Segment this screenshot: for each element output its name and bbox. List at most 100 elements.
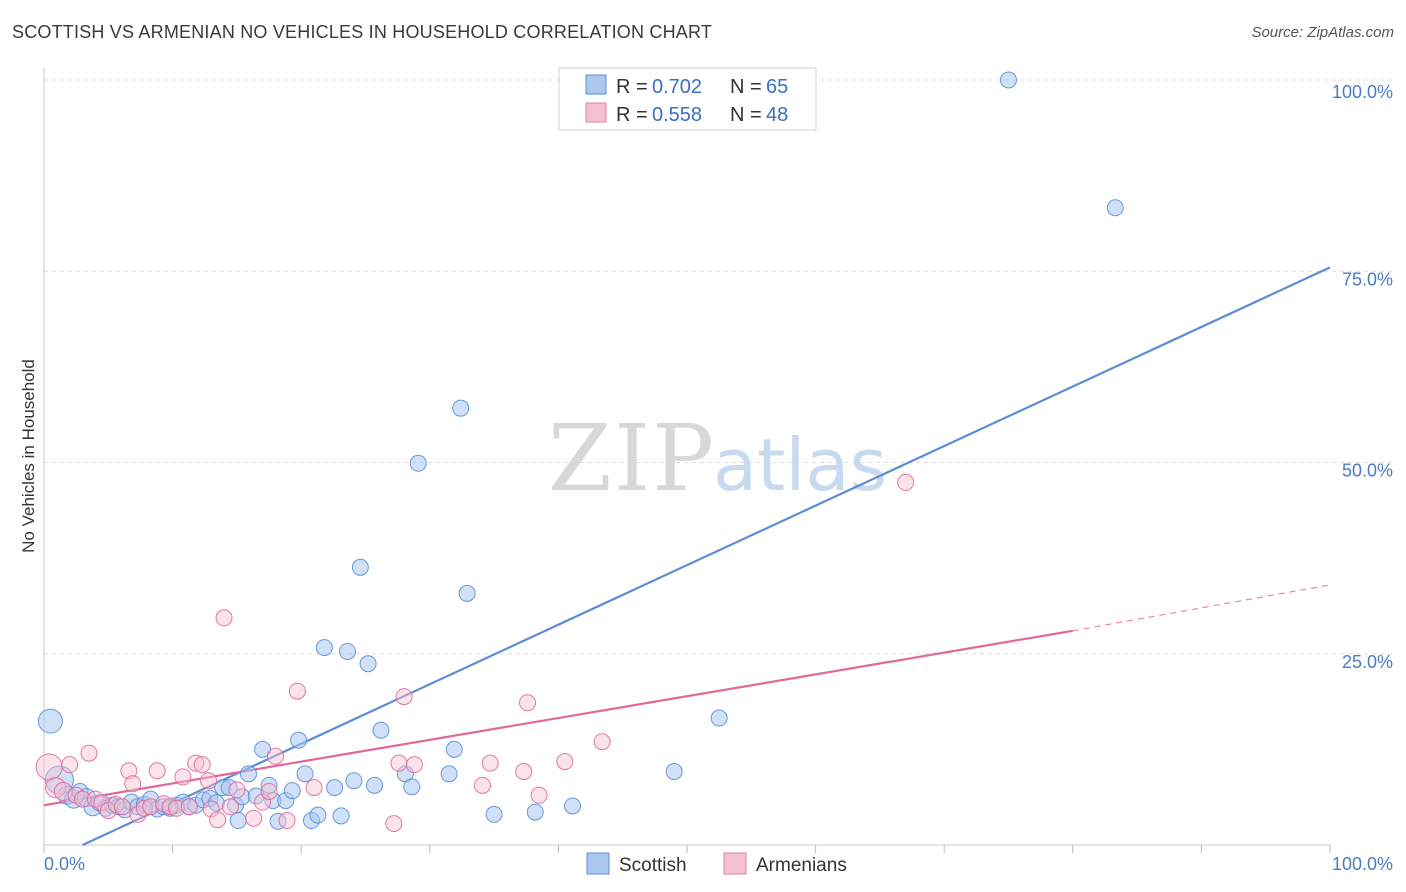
bottom-legend-swatch-armenians: [723, 852, 747, 875]
trend-line-scottish: [82, 266, 1331, 846]
point-scottish: [445, 740, 463, 758]
point-scottish: [296, 765, 314, 783]
point-armenians: [481, 754, 499, 772]
point-armenians: [215, 609, 233, 627]
point-armenians: [61, 756, 79, 774]
point-armenians: [593, 733, 611, 751]
point-armenians: [148, 762, 166, 780]
point-armenians: [254, 793, 272, 811]
point-scottish: [351, 558, 369, 576]
point-armenians: [209, 811, 227, 829]
point-scottish: [440, 765, 458, 783]
point-scottish: [665, 763, 683, 781]
point-scottish: [372, 721, 390, 739]
x-tick-label-max: 100.0%: [1332, 854, 1393, 874]
point-armenians: [113, 798, 131, 816]
point-armenians: [174, 768, 192, 786]
point-scottish: [366, 776, 384, 794]
bottom-legend: Scottish Armenians: [586, 852, 847, 876]
point-armenians: [390, 754, 408, 772]
y-axis-label: No Vehicles in Household: [19, 359, 38, 553]
point-armenians: [193, 756, 211, 774]
chart-title: SCOTTISH VS ARMENIAN NO VEHICLES IN HOUS…: [12, 22, 713, 42]
point-armenians: [395, 688, 413, 706]
trend-lines: [43, 266, 1331, 846]
point-scottish: [1000, 71, 1017, 89]
x-tick-label-min: 0.0%: [44, 854, 85, 874]
point-armenians: [74, 790, 92, 808]
point-armenians: [556, 753, 574, 771]
point-armenians: [897, 473, 915, 491]
legend-n-value-armenians: 48: [766, 104, 788, 126]
bottom-legend-label-armenians: Armenians: [756, 855, 847, 876]
point-armenians: [120, 762, 138, 780]
series-scottish: [37, 71, 1124, 830]
point-scottish: [345, 772, 363, 790]
point-armenians: [221, 798, 239, 816]
point-armenians: [245, 809, 263, 827]
point-scottish: [338, 642, 356, 660]
bottom-legend-label-scottish: Scottish: [619, 855, 687, 876]
trend-line-armenians: [43, 629, 1073, 807]
point-armenians: [228, 781, 246, 799]
y-tick-label: 100.0%: [1332, 82, 1393, 102]
point-armenians: [167, 799, 185, 817]
trend-line-armenians-extension: [1072, 584, 1331, 632]
y-tick-label: 50.0%: [1342, 461, 1393, 481]
data-points: [35, 71, 1124, 833]
point-scottish: [1106, 199, 1124, 217]
point-armenians: [278, 812, 296, 830]
legend-r-label-armenians: R =: [616, 104, 648, 126]
point-armenians: [161, 798, 179, 816]
point-scottish: [359, 655, 377, 673]
point-scottish: [409, 454, 427, 472]
point-armenians: [288, 682, 306, 700]
watermark-atlas: atlas: [713, 423, 887, 507]
point-armenians: [385, 815, 403, 833]
point-armenians: [202, 800, 220, 818]
point-armenians: [405, 756, 423, 774]
watermark-zip: ZIP: [548, 405, 716, 512]
legend-n-label-scottish: N =: [730, 76, 762, 98]
point-armenians: [135, 799, 153, 817]
point-armenians: [260, 782, 278, 800]
point-scottish: [332, 807, 350, 825]
y-tick-label: 25.0%: [1342, 652, 1393, 672]
point-armenians: [515, 763, 533, 781]
point-armenians: [35, 753, 63, 781]
legend-n-value-scottish: 65: [766, 76, 788, 98]
point-scottish: [485, 805, 503, 823]
point-scottish: [564, 797, 582, 815]
point-scottish: [283, 782, 301, 800]
series-armenians: [35, 473, 915, 833]
point-scottish: [239, 765, 257, 783]
y-tick-labels: 25.0% 50.0% 75.0% 100.0%: [1332, 82, 1393, 672]
x-tick-labels: 0.0% 100.0%: [44, 854, 1393, 874]
point-armenians: [474, 776, 492, 794]
source-note: Source: ZipAtlas.com: [1251, 24, 1394, 41]
point-armenians: [530, 786, 548, 804]
legend-box: R = 0.702 N = 65 R = 0.558 N = 48: [558, 67, 817, 131]
point-scottish: [326, 779, 344, 797]
point-scottish: [710, 709, 728, 727]
bottom-legend-swatch-scottish: [586, 852, 610, 875]
point-scottish: [526, 803, 544, 821]
point-armenians: [80, 744, 98, 762]
point-armenians: [519, 694, 537, 712]
point-armenians: [142, 798, 160, 816]
point-scottish: [458, 584, 476, 602]
point-scottish: [403, 778, 421, 796]
legend-r-label-scottish: R =: [616, 76, 648, 98]
point-scottish: [37, 708, 63, 734]
point-scottish: [247, 787, 265, 805]
point-scottish: [269, 812, 287, 830]
point-armenians: [200, 772, 218, 790]
legend-r-value-armenians: 0.558: [652, 104, 702, 126]
legend-r-value-scottish: 0.702: [652, 76, 702, 98]
point-scottish: [309, 806, 327, 824]
point-scottish: [452, 399, 470, 417]
y-tick-label: 75.0%: [1342, 269, 1393, 289]
grid-lines: [44, 79, 1392, 655]
point-armenians: [305, 779, 323, 797]
